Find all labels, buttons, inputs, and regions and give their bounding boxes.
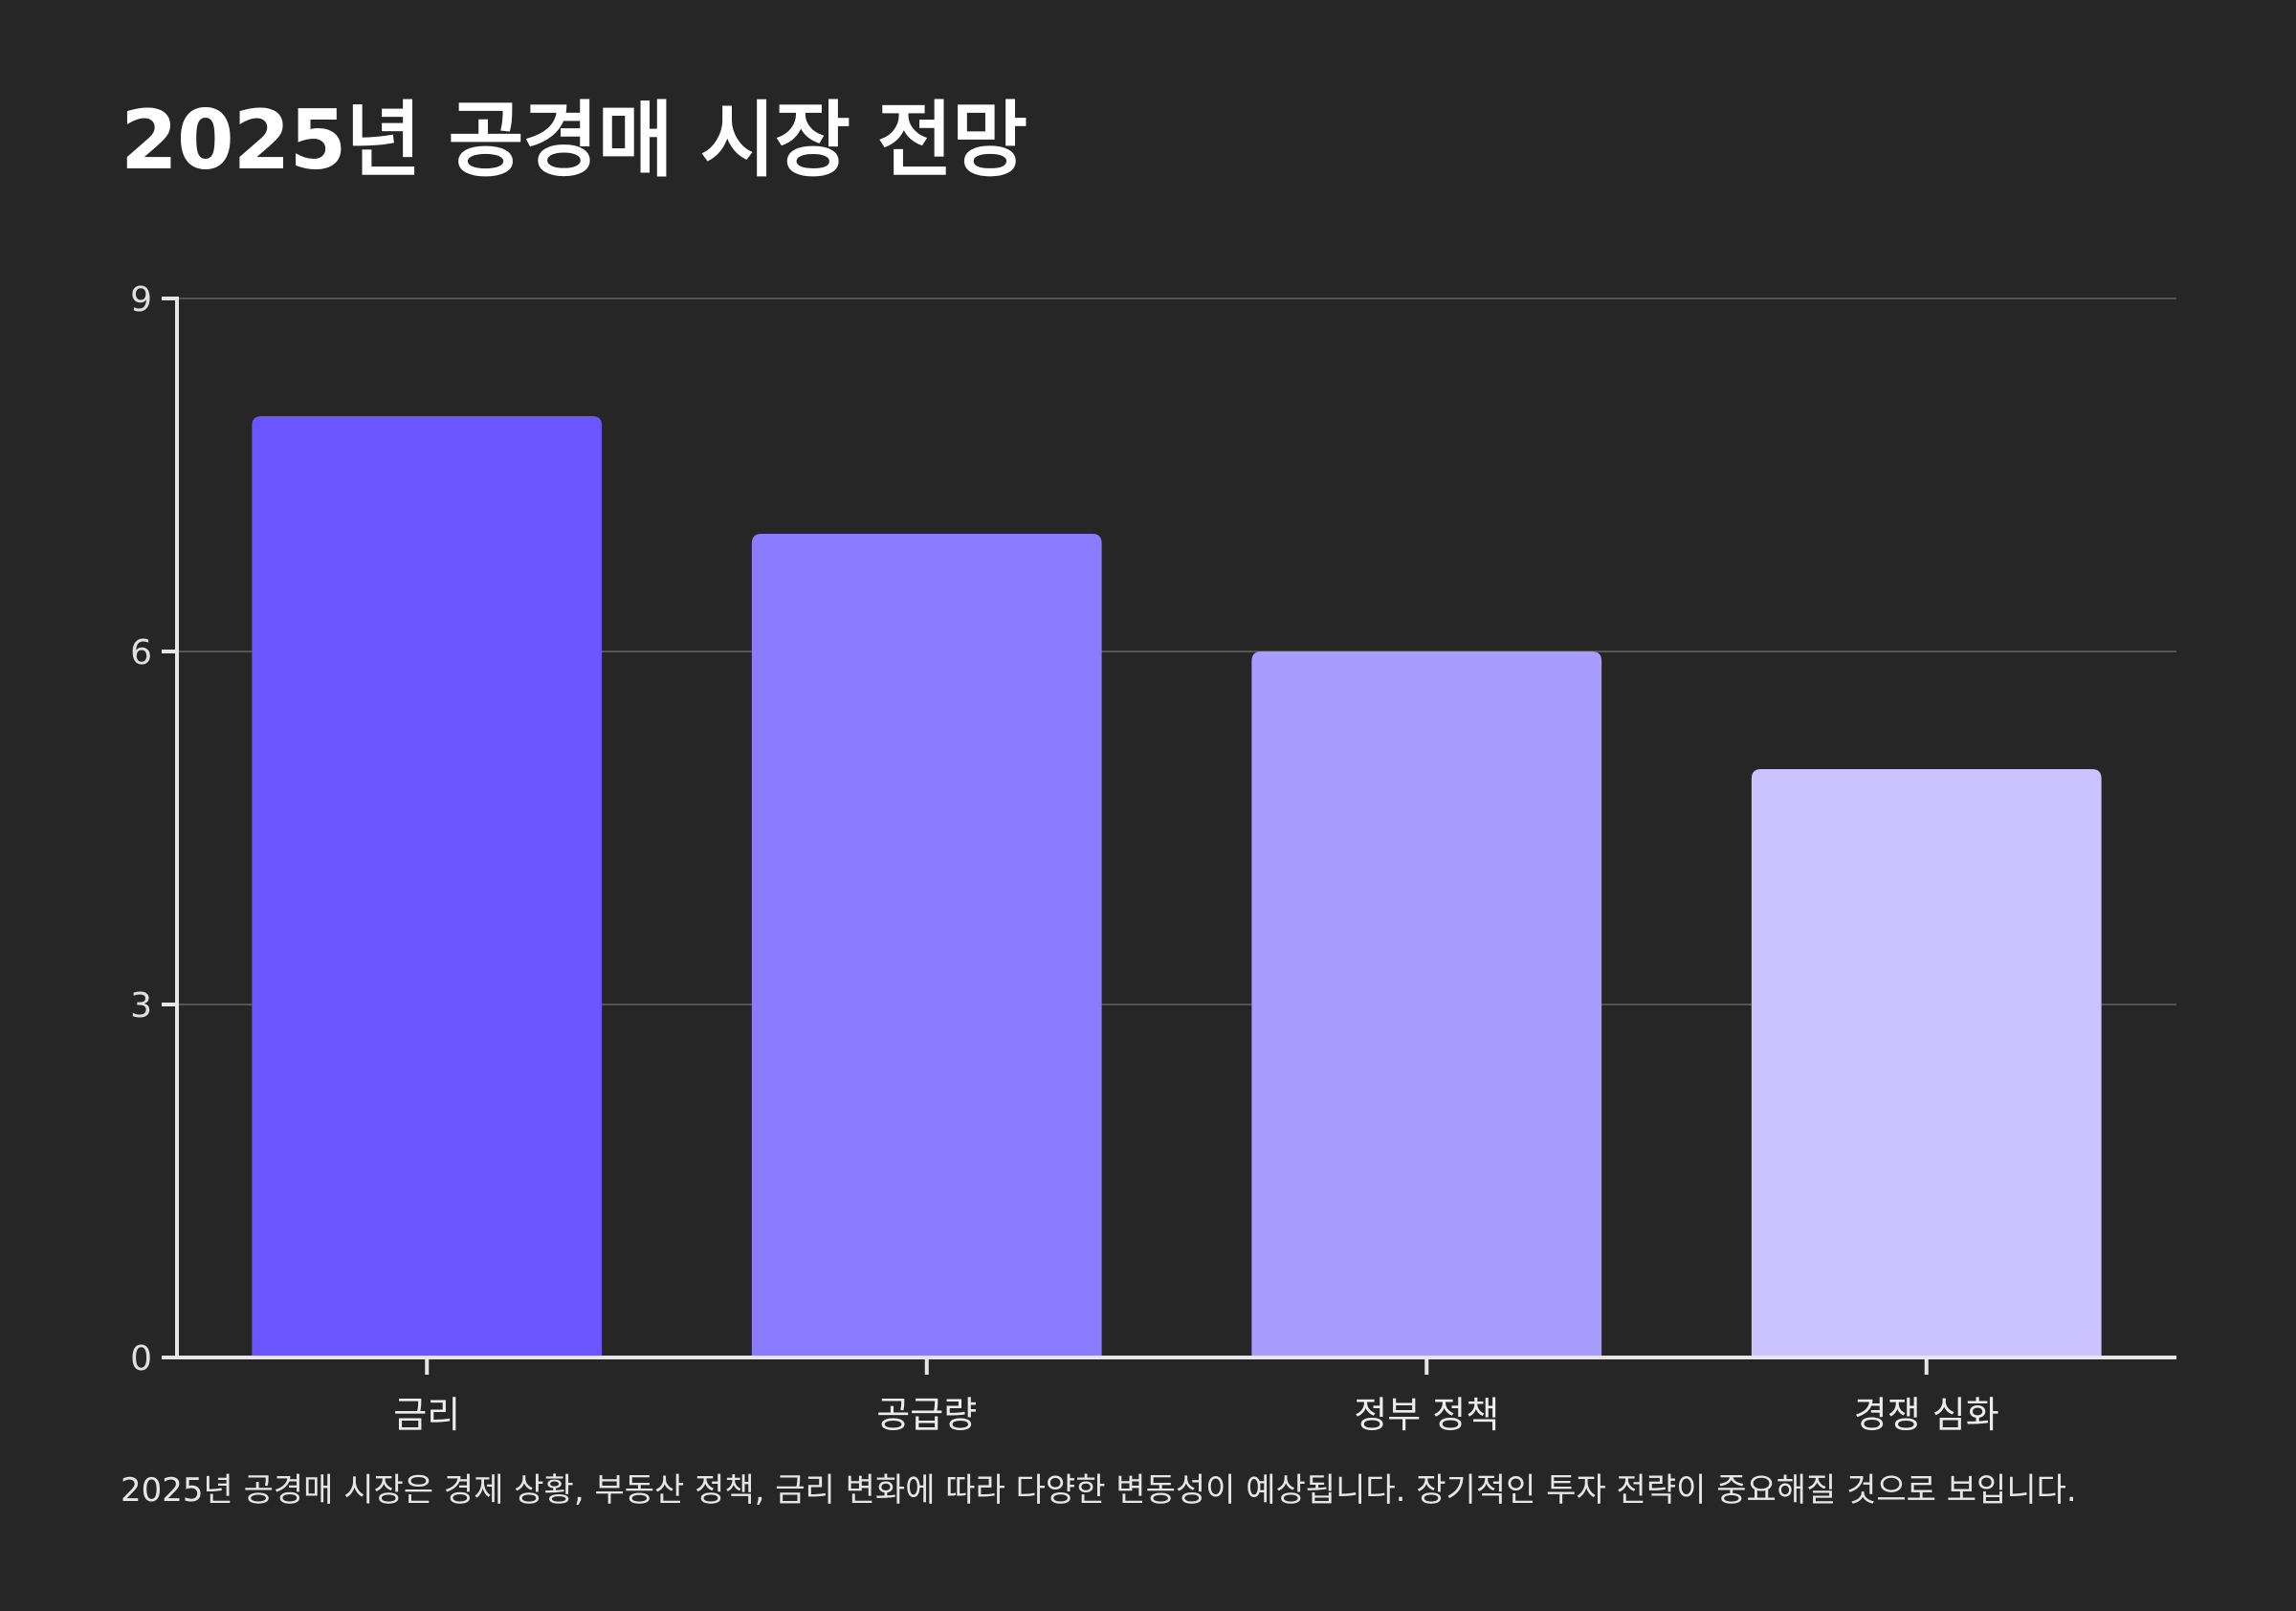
chart-caption: 2025년 공경매 시장은 경제 상황, 부동산 정책, 금리 변화에 따라 다…: [121, 1471, 2077, 1510]
bar: [1751, 769, 2102, 1357]
chart-title: 2025년 공경매 시장 전망: [121, 93, 1027, 188]
axes: [162, 297, 2176, 1375]
x-tick-label: 경쟁 심화: [1854, 1394, 1999, 1436]
bar: [1251, 651, 1602, 1357]
y-tick-label: 3: [130, 986, 152, 1026]
x-tick-label: 금리: [393, 1394, 460, 1436]
y-tick-label: 6: [130, 633, 152, 673]
bar: [751, 534, 1102, 1357]
x-tick-label: 정부 정책: [1354, 1394, 1499, 1436]
labels: 0 3 6 9 금리 공급량 정부 정책 경쟁 심화: [130, 280, 1999, 1436]
y-tick-label: 0: [130, 1339, 152, 1379]
bar: [252, 416, 603, 1357]
x-tick-label: 공급량: [876, 1394, 977, 1436]
bars: [252, 416, 2102, 1357]
y-tick-label: 9: [130, 280, 152, 320]
